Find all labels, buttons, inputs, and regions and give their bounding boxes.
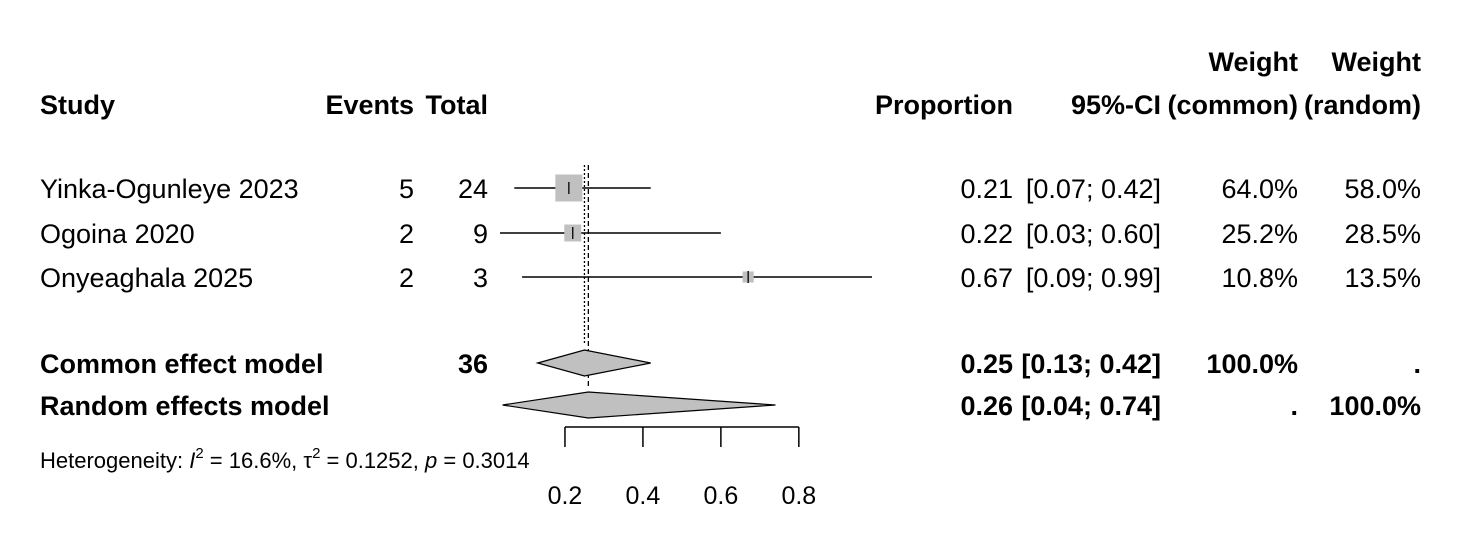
pooled-ci-value: [0.04; 0.74] xyxy=(1021,391,1161,421)
study-label: Yinka-Ogunleye 2023 xyxy=(40,174,299,204)
het-prefix: Heterogeneity: xyxy=(40,448,189,473)
het-tau-value: = 0.1252, xyxy=(320,448,425,473)
header-events: Events xyxy=(325,90,414,120)
x-axis-tick-label: 0.6 xyxy=(703,482,738,510)
ci-value: [0.07; 0.42] xyxy=(1026,174,1161,204)
header-total: Total xyxy=(426,90,489,120)
events-value: 5 xyxy=(399,174,414,204)
x-axis-tick-label: 0.4 xyxy=(626,482,661,510)
het-i2-value: = 16.6%, xyxy=(204,448,304,473)
weight-common-value: 64.0% xyxy=(1221,174,1298,204)
het-p-value: = 0.3014 xyxy=(437,448,529,473)
het-p-symbol: p xyxy=(424,448,437,473)
plot-area: 0.2 0.4 0.6 0.8 xyxy=(500,165,872,510)
header-weight-random-top: Weight xyxy=(1332,47,1422,77)
proportion-value: 0.22 xyxy=(960,219,1013,249)
study-label: Ogoina 2020 xyxy=(40,219,195,249)
header-weight-common-bottom: (common) xyxy=(1168,90,1299,120)
heterogeneity-text: Heterogeneity: I2 = 16.6%, τ2 = 0.1252, … xyxy=(40,445,530,473)
weight-common-value: 10.8% xyxy=(1221,263,1298,293)
header-study: Study xyxy=(40,90,115,120)
proportion-value: 0.67 xyxy=(960,263,1013,293)
total-value: 24 xyxy=(458,174,488,204)
pooled-weight-random-value: . xyxy=(1413,349,1421,379)
events-value: 2 xyxy=(399,219,414,249)
weight-random-value: 58.0% xyxy=(1344,174,1421,204)
ci-value: [0.03; 0.60] xyxy=(1026,219,1161,249)
table-rows: Yinka-Ogunleye 2023 5 24 0.21 [0.07; 0.42] 64… xyxy=(40,174,1421,421)
study-label: Onyeaghala 2025 xyxy=(40,263,253,293)
weight-random-value: 28.5% xyxy=(1344,219,1421,249)
x-axis-tick-label: 0.2 xyxy=(548,482,583,510)
proportion-value: 0.21 xyxy=(960,174,1013,204)
het-tau-sup: 2 xyxy=(312,445,320,462)
ci-value: [0.09; 0.99] xyxy=(1026,263,1161,293)
pooled-model-label: Common effect model xyxy=(40,349,324,379)
pooled-total-value: 36 xyxy=(458,349,488,379)
het-i2-sup: 2 xyxy=(195,445,203,462)
het-i2-symbol: I xyxy=(189,448,195,473)
header-weight-random-bottom: (random) xyxy=(1304,90,1421,120)
pooled-proportion-value: 0.26 xyxy=(960,391,1013,421)
pooled-ci-value: [0.13; 0.42] xyxy=(1021,349,1161,379)
het-tau-symbol: τ xyxy=(303,448,312,473)
x-axis-tick-label: 0.8 xyxy=(781,482,816,510)
total-value: 9 xyxy=(473,219,488,249)
pooled-weight-common-value: 100.0% xyxy=(1206,349,1298,379)
pooled-weight-common-value: . xyxy=(1290,391,1298,421)
pooled-proportion-value: 0.25 xyxy=(960,349,1013,379)
pooled-model-label: Random effects model xyxy=(40,391,330,421)
events-value: 2 xyxy=(399,263,414,293)
header-proportion: Proportion xyxy=(875,90,1013,120)
pooled-diamond xyxy=(502,391,776,419)
total-value: 3 xyxy=(473,263,488,293)
pooled-weight-random-value: 100.0% xyxy=(1329,391,1421,421)
weight-random-value: 13.5% xyxy=(1344,263,1421,293)
header-ci: 95%-CI xyxy=(1071,90,1161,120)
weight-common-value: 25.2% xyxy=(1221,219,1298,249)
pooled-diamond xyxy=(535,349,651,377)
header-weight-common-top: Weight xyxy=(1209,47,1299,77)
